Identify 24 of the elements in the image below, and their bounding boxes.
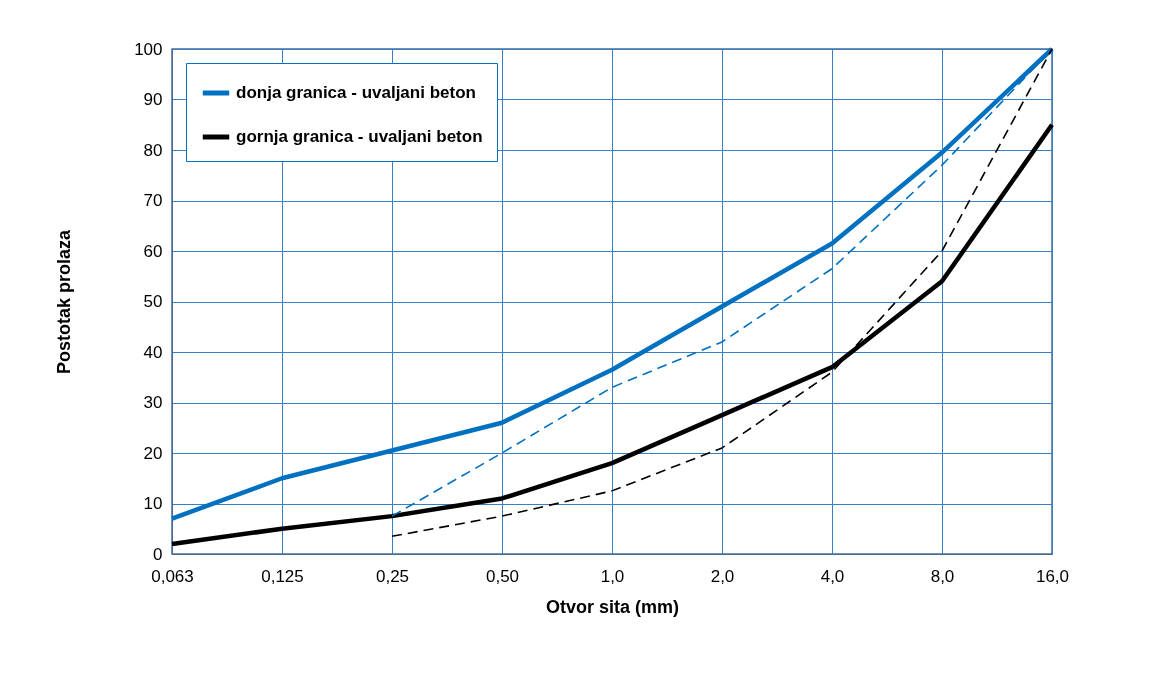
y-tick-label: 90 xyxy=(143,90,163,109)
y-tick-label: 70 xyxy=(143,191,163,210)
x-tick-label: 0,063 xyxy=(151,566,194,586)
x-tick-label: 0,50 xyxy=(485,566,520,586)
x-tick-label: 1,0 xyxy=(600,566,625,586)
x-tick-label: 8,0 xyxy=(930,566,955,586)
x-tick-label: 2,0 xyxy=(710,566,735,586)
legend-label: donja granica - uvaljani beton xyxy=(236,83,476,102)
y-tick-label: 60 xyxy=(143,241,163,261)
y-tick-label: 40 xyxy=(143,342,163,362)
y-tick-label: 100 xyxy=(134,39,163,59)
y-axis-title: Postotak prolaza xyxy=(54,229,75,375)
x-tick-label: 4,0 xyxy=(820,566,845,586)
y-tick-label: 30 xyxy=(143,393,163,412)
y-tick-label: 20 xyxy=(143,443,163,463)
x-axis-title: Otvor sita (mm) xyxy=(545,596,680,617)
y-tick-label: 80 xyxy=(143,140,163,160)
x-tick-label: 16,0 xyxy=(1035,566,1070,586)
legend-label: gornja granica - uvaljani beton xyxy=(236,127,483,146)
y-tick-label: 50 xyxy=(143,292,163,311)
y-tick-label: 10 xyxy=(143,494,163,513)
y-tick-label: 0 xyxy=(153,544,163,564)
x-tick-label: 0,125 xyxy=(261,566,304,586)
x-tick-label: 0,25 xyxy=(375,566,410,586)
